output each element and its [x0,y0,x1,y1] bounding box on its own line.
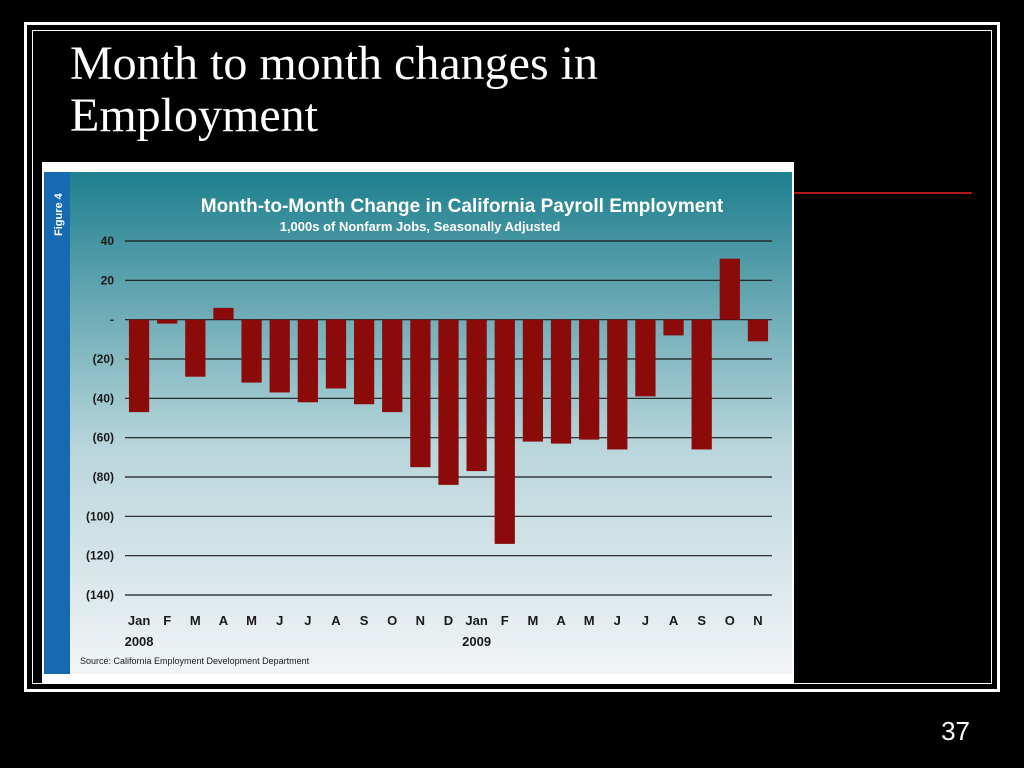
bar [410,319,431,468]
source-note: Source: California Employment Developmen… [80,656,310,666]
y-tick-label: (100) [86,509,114,523]
chart-subtitle: 1,000s of Nonfarm Jobs, Seasonally Adjus… [280,219,561,234]
bar [607,319,628,450]
x-tick-label: N [416,613,425,628]
bar [297,319,318,403]
bar [438,319,459,485]
y-tick-label: 40 [101,234,115,248]
x-tick-label: F [163,613,171,628]
y-axis-tick-labels: 40 20 - (20) (40) (60) (80) (100) (120) (140) [86,234,114,602]
x-tick-label: M [246,613,257,628]
bars [128,258,769,544]
x-tick-label: J [276,613,283,628]
y-tick-label: - [110,313,114,327]
bar [719,258,740,320]
x-tick-label: F [501,613,509,628]
x-tick-label: S [697,613,706,628]
slide-title-line-1: Month to month changes in [70,37,598,90]
y-tick-label: (120) [86,549,114,563]
year-labels: 2008 2009 [125,634,491,649]
bar [185,319,206,377]
year-label: 2008 [125,634,154,649]
bar [691,319,712,450]
figure-label: Figure 4 [53,192,65,236]
x-tick-label: Jan [465,613,487,628]
bar [747,319,769,342]
bar [382,319,403,413]
x-tick-label: O [725,613,735,628]
x-tick-label: S [360,613,369,628]
bar [466,319,487,472]
slide-title-line-2: Employment [70,89,318,142]
chart-card: Figure 4 Month-to-Month Change in Califo… [42,162,794,684]
x-tick-label: O [387,613,397,628]
bar [635,319,656,397]
page-number: 37 [941,716,970,746]
x-tick-label: A [669,613,679,628]
x-tick-label: A [556,613,566,628]
slide-title: Month to month changes in Employment [70,38,770,142]
accent-rule [792,192,972,194]
y-tick-label: 20 [101,273,115,287]
chart-title: Month-to-Month Change in California Payr… [201,196,724,217]
employment-bar-chart: Figure 4 Month-to-Month Change in Califo… [44,172,792,674]
x-tick-label: J [304,613,311,628]
y-tick-label: (40) [93,391,114,405]
x-tick-label: N [753,613,762,628]
x-tick-label: J [642,613,649,628]
y-tick-label: (140) [86,588,114,602]
x-tick-label: M [584,613,595,628]
bar [494,319,515,544]
x-tick-label: J [614,613,621,628]
x-tick-label: D [444,613,453,628]
y-tick-label: (60) [93,431,114,445]
x-tick-label: A [219,613,229,628]
bar [663,319,684,336]
bar [157,319,178,324]
x-tick-label: M [190,613,201,628]
x-tick-label: Jan [128,613,150,628]
x-tick-label: A [331,613,341,628]
bar [213,307,234,320]
bar [550,319,572,444]
figure-label-strip [44,172,70,674]
bar [522,319,544,442]
x-tick-label: M [527,613,538,628]
x-axis-tick-labels: Jan F M A M J J A S O N D Jan F M A M J J A S O N [128,613,763,628]
bar [269,319,290,393]
bar [241,319,262,383]
slide-outer-frame [24,22,1000,692]
year-label: 2009 [462,634,491,649]
y-tick-label: (80) [93,470,114,484]
y-tick-label: (20) [93,352,114,366]
bar [325,319,347,389]
bar [128,319,150,413]
bar [353,319,375,405]
bar [579,319,600,440]
